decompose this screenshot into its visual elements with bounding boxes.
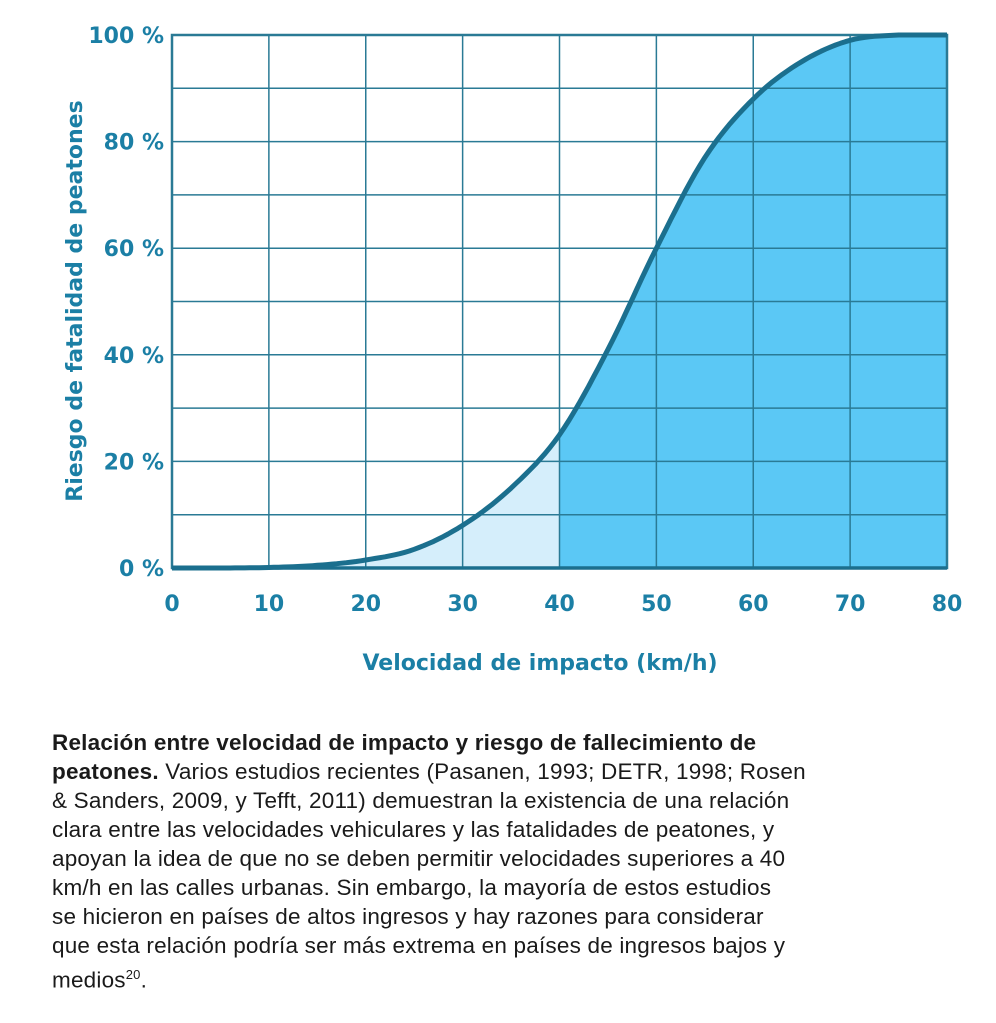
caption-title-line2: peatones. <box>52 759 159 784</box>
caption-body-line: que esta relación podría ser más extrema… <box>52 933 786 958</box>
x-tick-label: 10 <box>254 592 285 617</box>
x-tick-label: 0 <box>164 592 179 617</box>
x-tick-label: 20 <box>350 592 381 617</box>
x-tick-label: 40 <box>544 592 575 617</box>
caption-body-line: apoyan la idea de que no se deben permit… <box>52 846 786 871</box>
caption-title-line1: Relación entre velocidad de impacto y ri… <box>52 730 757 755</box>
x-tick-label: 80 <box>932 592 963 617</box>
caption-end: . <box>140 967 148 993</box>
footnote-ref: 20 <box>125 967 141 982</box>
caption-body-line: & Sanders, 2009, y Tefft, 2011) demuestr… <box>52 788 790 813</box>
caption-body-line: medios <box>52 967 126 993</box>
x-tick-label: 50 <box>641 592 672 617</box>
caption-body-line: Varios estudios recientes (Pasanen, 1993… <box>158 759 806 784</box>
x-tick-label: 60 <box>738 592 769 617</box>
y-tick-label: 0 % <box>119 557 164 582</box>
caption-body-line: km/h en las calles urbanas. Sin embargo,… <box>52 875 772 900</box>
figure-caption: Relación entre velocidad de impacto y ri… <box>52 728 972 995</box>
caption-body-line: clara entre las velocidades vehiculares … <box>52 817 775 842</box>
y-tick-label: 20 % <box>104 450 164 475</box>
risk-curve <box>172 32 947 571</box>
y-axis-label: Riesgo de fatalidad de peatones <box>63 100 88 501</box>
y-tick-label: 40 % <box>104 344 164 369</box>
fatality-risk-chart: 0 10 20 30 40 50 60 70 80 0 % 20 % 40 % 60 % 80 % 100 … <box>63 24 963 676</box>
caption-body-line: se hicieron en países de altos ingresos … <box>52 904 764 929</box>
x-tick-label: 30 <box>447 592 478 617</box>
x-tick-label: 70 <box>835 592 866 617</box>
y-tick-label: 100 % <box>88 24 164 49</box>
y-tick-label: 60 % <box>104 237 164 262</box>
x-axis-label: Velocidad de impacto (km/h) <box>362 651 717 676</box>
y-tick-label: 80 % <box>104 131 164 156</box>
